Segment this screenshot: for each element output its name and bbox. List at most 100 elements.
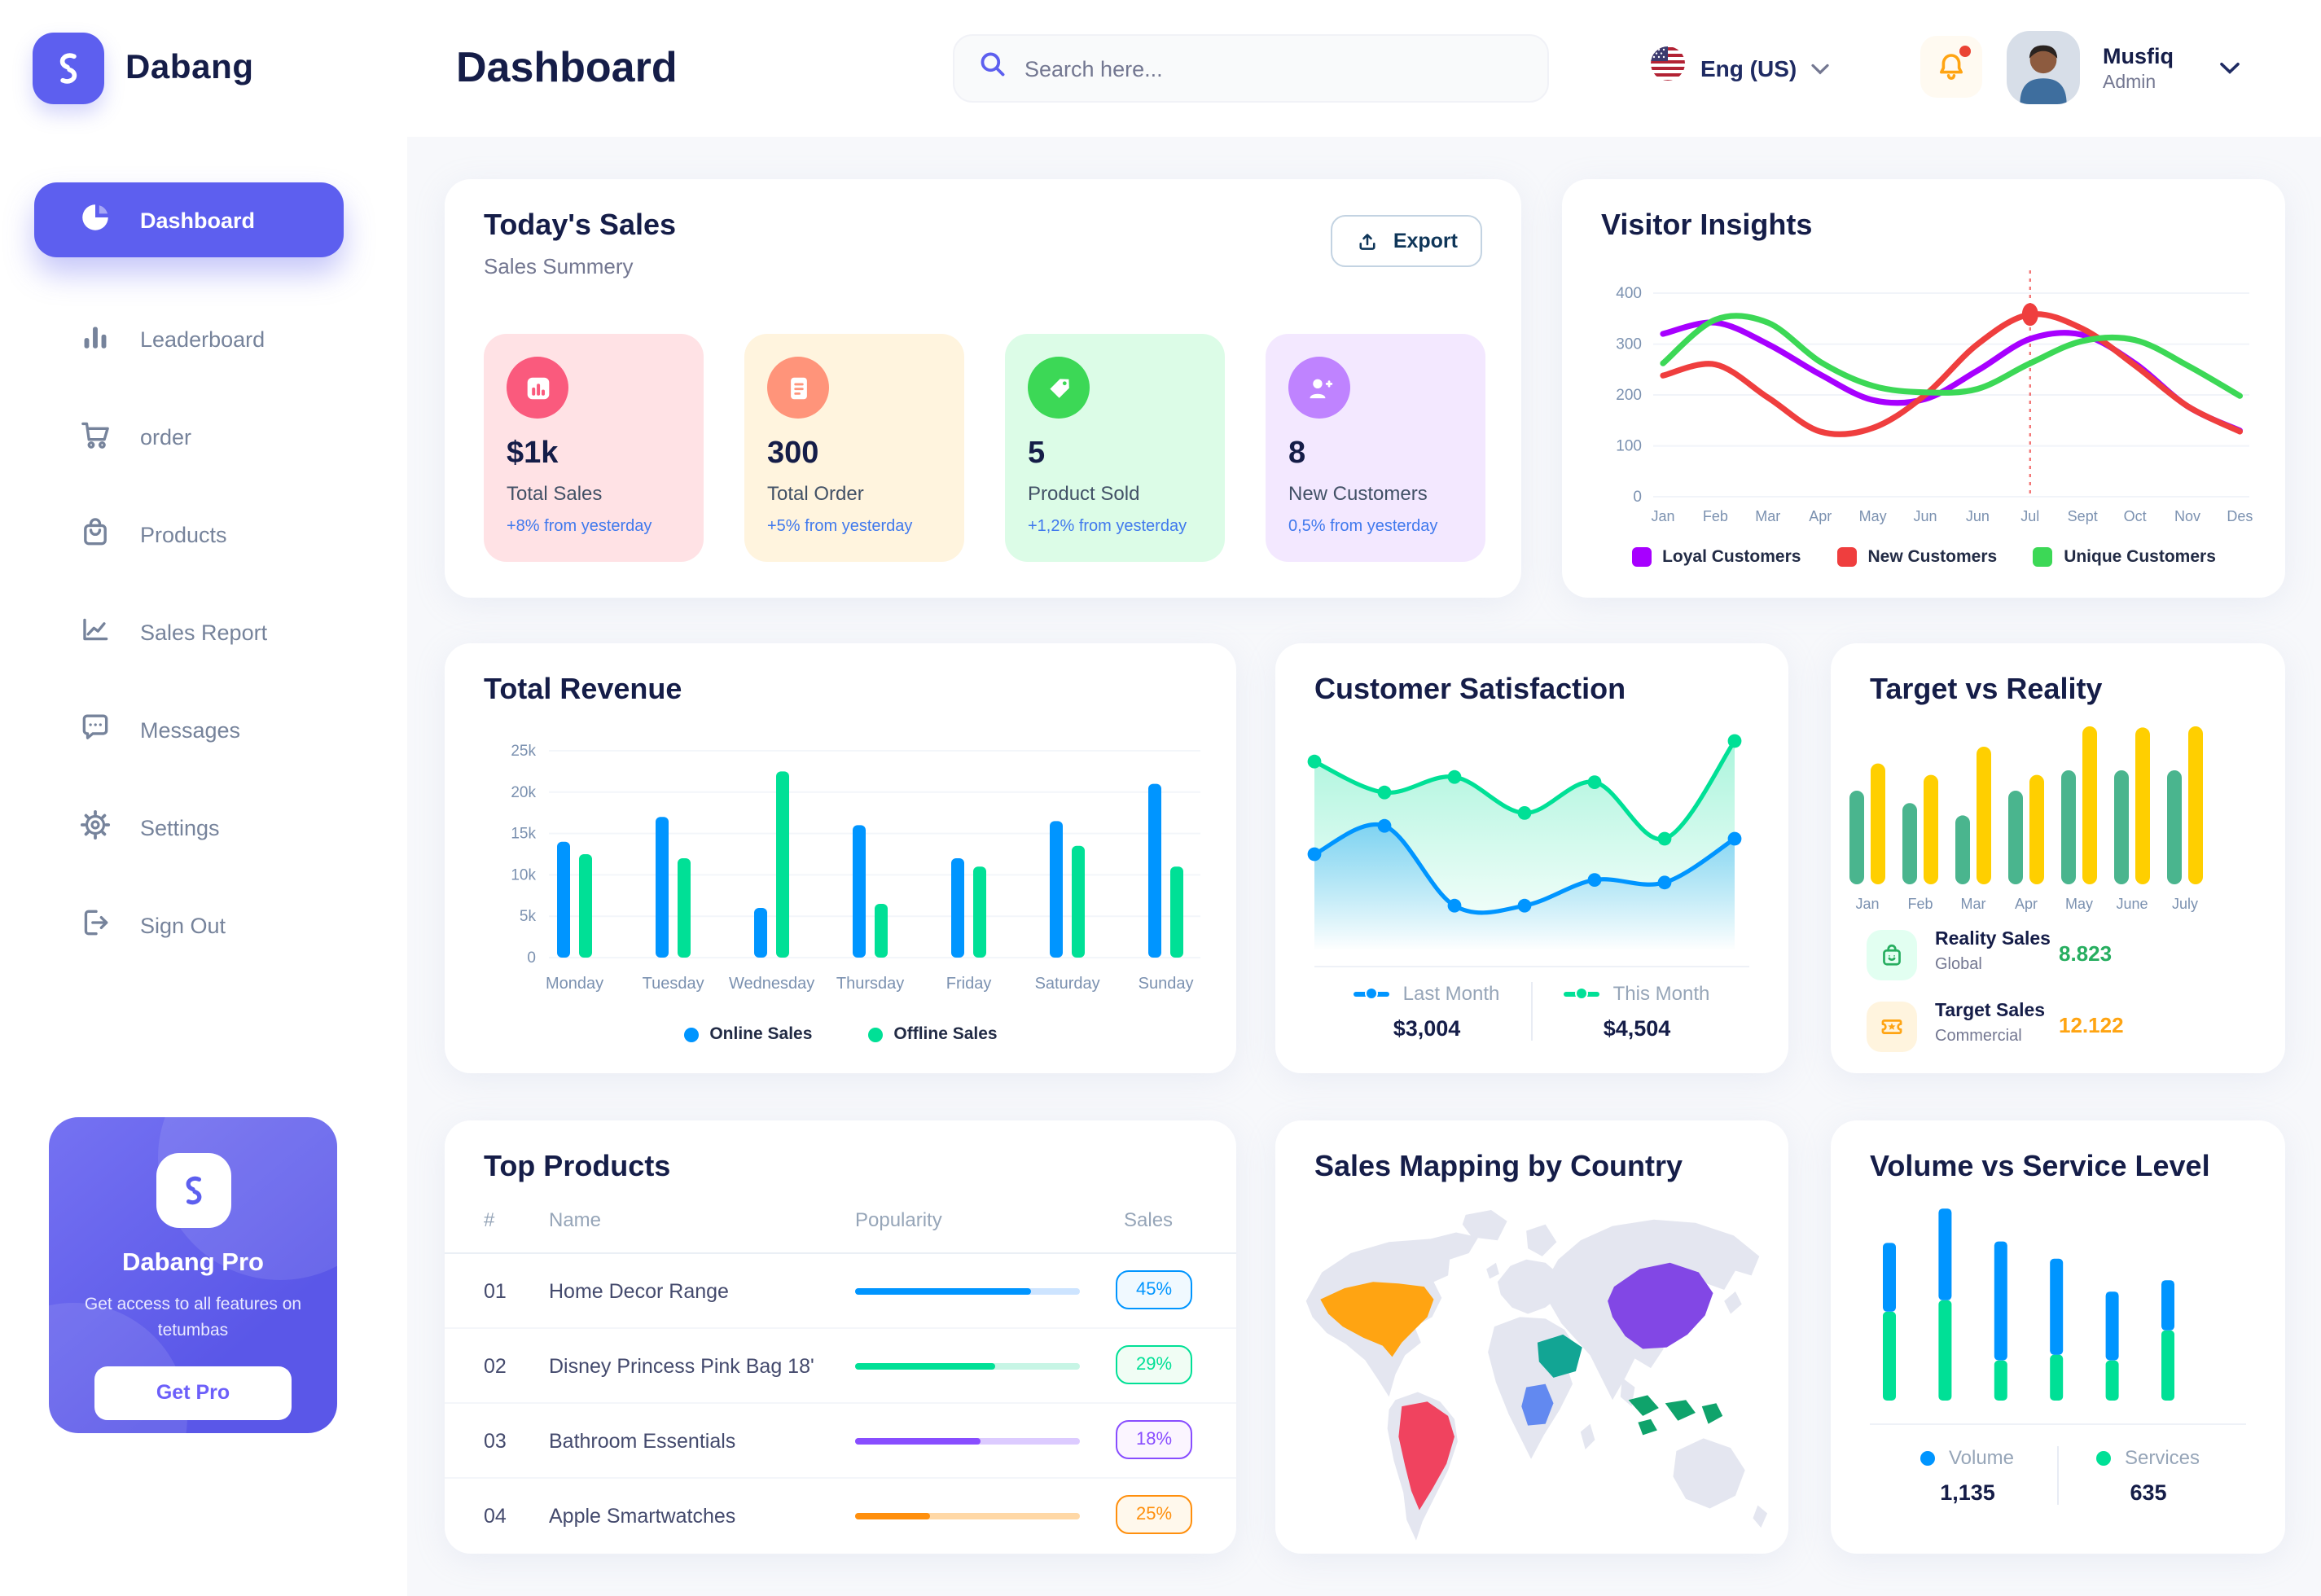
legend-label: Reality Sales [1935,930,2051,949]
popularity-bar [855,1288,1080,1295]
sales-badge: 25% [1116,1495,1192,1534]
sidebar-item-settings[interactable]: Settings [34,790,344,865]
sales-badge: 18% [1116,1420,1192,1459]
svg-text:20k: 20k [511,784,536,801]
target-vs-reality-card: Target vs Reality Jan Feb Mar Apr May June Jul… [1831,643,2285,1073]
svg-text:Jan: Jan [1855,896,1879,912]
search-icon [977,49,1008,88]
brand-name: Dabang [125,49,254,86]
legend-value: 12.122 [2059,1013,2124,1037]
sidebar-item-order[interactable]: order [34,399,344,474]
legend-value: 8.823 [2059,941,2113,966]
sidebar-item-label: order [140,424,192,449]
svg-text:Monday: Monday [546,975,603,993]
svg-text:Wednesday: Wednesday [729,975,814,993]
stat-label: Product Sold [1028,482,1140,505]
sales-badge: 45% [1116,1270,1192,1309]
table-row: 02 Disney Princess Pink Bag 18' 29% [445,1329,1236,1404]
svg-text:Thursday: Thursday [836,975,904,993]
bag-icon [1867,930,1917,980]
bar-chart-icon [507,357,568,419]
legend-swatch [1631,547,1652,567]
stat-delta: +5% from yesterday [767,518,913,536]
map-saudi-arabia [1537,1334,1582,1378]
customer-satisfaction-chart [1307,734,1742,951]
sidebar: Dabang Dashboard Leaderboard [0,0,407,1596]
svg-text:Nov: Nov [2174,508,2200,524]
language-selector[interactable]: Eng (US) [1650,46,1829,90]
sidebar-item-label: Sales Report [140,620,268,644]
visitor-insights-chart: 0 100 200 300 400 Jan Feb Mar Apr May Jun Jun Jul Sep… [1616,270,2253,524]
card-title: Customer Satisfaction [1314,673,1626,705]
popularity-bar [855,1513,1080,1519]
stat-delta: +1,2% from yesterday [1028,518,1187,536]
divider [1531,982,1533,1041]
svg-text:Apr: Apr [2015,896,2038,912]
svg-text:Friday: Friday [946,975,992,993]
pro-subtitle: Get access to all features on tetumbas [84,1295,302,1341]
table-row: 04 Apple Smartwatches 25% [445,1479,1236,1554]
legend-dot [2096,1450,2112,1465]
chevron-down-icon [1811,53,1829,82]
legend-line-icon [1354,986,1390,1001]
svg-text:Mar: Mar [1755,508,1780,524]
table-header: # Name Popularity Sales [445,1208,1236,1254]
sidebar-item-messages[interactable]: Messages [34,692,344,767]
main-content: Today's Sales Sales Summery Export $1k T… [407,137,2321,1596]
top-header: Dashboard [407,0,2321,137]
legend-swatch [2033,547,2053,567]
popularity-bar [855,1438,1080,1445]
search-input[interactable] [1024,56,1525,81]
stat-label: Total Order [767,482,864,505]
sidebar-item-leaderboard[interactable]: Leaderboard [34,301,344,376]
line-chart-icon [78,612,112,651]
svg-text:10k: 10k [511,866,536,884]
popularity-bar [855,1363,1080,1370]
legend-dot [683,1027,699,1041]
legend-dot [1920,1450,1936,1465]
gear-icon [78,808,112,847]
svg-text:Jun: Jun [1966,508,1990,524]
user-profile[interactable]: Musfiq Admin [2007,31,2239,104]
dabang-logo-icon [33,33,104,104]
svg-text:Des: Des [2227,508,2253,524]
card-title: Top Products [484,1150,671,1182]
sidebar-item-dashboard[interactable]: Dashboard [34,182,344,257]
card-title: Visitor Insights [1601,208,1813,241]
stat-delta: +8% from yesterday [507,518,652,536]
sidebar-item-sign-out[interactable]: Sign Out [34,888,344,962]
chart-legend: Last Month $3,004 This Month $4,504 [1275,982,1788,1041]
divider [1870,1423,2246,1425]
bag-icon [78,515,112,554]
customer-satisfaction-card: Customer Satisfaction Last Month $3,004 … [1275,643,1788,1073]
table-row: 03 Bathroom Essentials 18% [445,1404,1236,1479]
ticket-icon [1867,1002,1917,1052]
get-pro-button[interactable]: Get Pro [94,1366,292,1420]
legend-dot [867,1027,883,1041]
export-button[interactable]: Export [1331,215,1482,267]
top-products-card: Top Products # Name Popularity Sales 01 … [445,1120,1236,1554]
bell-icon [1940,54,1963,80]
svg-text:Oct: Oct [2124,508,2147,524]
dabang-pro-logo-icon [156,1153,230,1228]
stat-card-total-sales: $1k Total Sales +8% from yesterday [484,334,704,562]
card-title: Total Revenue [484,673,682,705]
legend-swatch [1836,547,1857,567]
svg-text:400: 400 [1616,285,1642,302]
svg-text:Jul: Jul [2020,508,2039,524]
stat-card-new-customers: 8 New Customers 0,5% from yesterday [1266,334,1485,562]
upload-icon [1360,233,1376,249]
card-title: Sales Mapping by Country [1314,1150,1683,1182]
tag-icon [1028,357,1090,419]
sidebar-item-products[interactable]: Products [34,497,344,572]
target-vs-reality-chart: Jan Feb Mar Apr May June July [1849,726,2203,912]
legend-sublabel: Commercial [1935,1028,2022,1046]
svg-text:May: May [1859,508,1887,524]
notifications-button[interactable] [1920,36,1982,98]
svg-text:200: 200 [1616,387,1642,404]
cart-icon [78,417,112,456]
map-united-states [1320,1282,1434,1357]
pro-upsell-card: Dabang Pro Get access to all features on… [49,1117,337,1433]
sidebar-item-sales-report[interactable]: Sales Report [34,594,344,669]
stat-delta: 0,5% from yesterday [1288,518,1438,536]
